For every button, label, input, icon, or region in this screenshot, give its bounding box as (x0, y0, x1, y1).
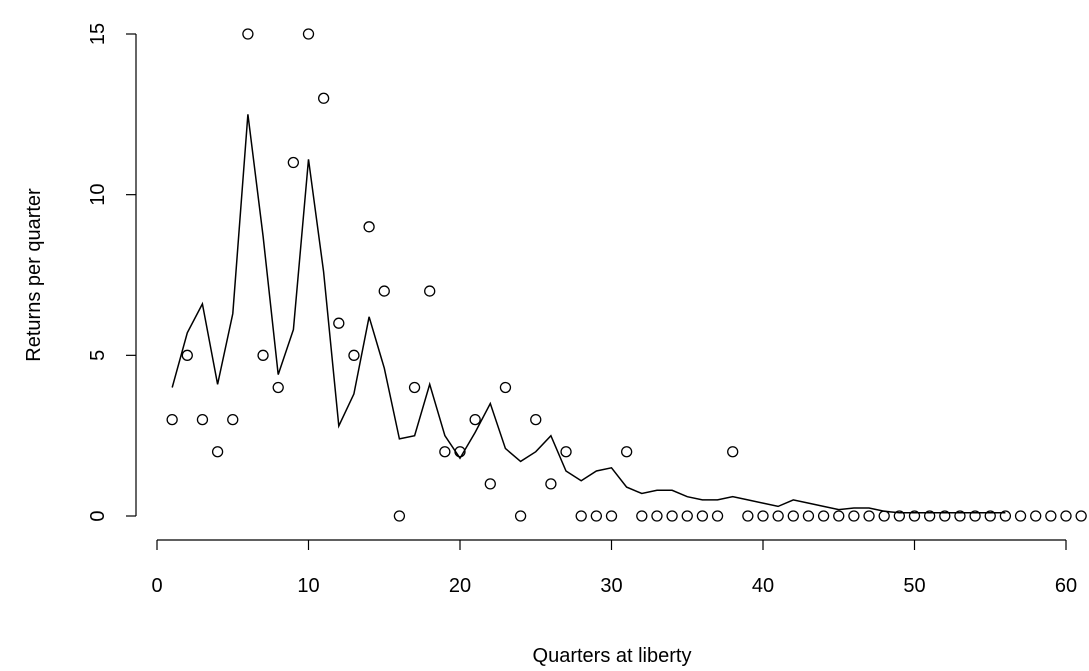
data-point (227, 413, 239, 426)
data-point (666, 510, 678, 522)
data-point (454, 446, 466, 458)
data-point (393, 510, 406, 522)
x-tick-label: 20 (449, 575, 471, 597)
data-point (363, 221, 375, 233)
y-tick-label: 5 (87, 350, 109, 361)
axis-ticks: 0 10 20 30 40 50 60 0 5 10 15 (87, 23, 1077, 597)
data-point (1030, 510, 1042, 522)
data-point (908, 510, 921, 522)
data-point (242, 28, 254, 40)
data-point (166, 413, 178, 426)
data-point (196, 413, 209, 426)
data-point (1045, 510, 1057, 522)
data-point (317, 92, 330, 104)
data-point (757, 510, 769, 522)
data-point (499, 381, 512, 394)
data-point (484, 478, 496, 490)
data-point (787, 510, 799, 522)
y-tick-label: 15 (87, 23, 109, 45)
data-point (772, 510, 784, 522)
data-point (514, 510, 527, 522)
x-tick-label: 40 (752, 575, 774, 597)
data-point (863, 510, 875, 522)
data-point (424, 285, 436, 297)
y-tick-label: 0 (87, 510, 109, 521)
x-tick-label: 60 (1055, 575, 1077, 597)
data-point (590, 510, 602, 522)
x-axis-title: Quarters at liberty (533, 645, 692, 667)
data-point (651, 510, 663, 522)
y-axis-title: Returns per quarter (23, 188, 45, 362)
data-point (681, 510, 693, 522)
data-point (636, 510, 648, 522)
data-point (560, 446, 572, 458)
data-point (802, 510, 815, 522)
data-point (333, 317, 345, 329)
data-point (272, 381, 284, 394)
data-point (954, 510, 966, 522)
data-point (302, 28, 315, 40)
data-point (439, 446, 451, 458)
data-point (605, 510, 618, 522)
smoothed-line (171, 114, 1006, 514)
data-point (1060, 510, 1072, 522)
data-point (848, 510, 860, 522)
data-point (348, 349, 360, 361)
data-point (469, 413, 481, 426)
data-point (575, 510, 587, 522)
data-point (211, 446, 224, 458)
observed-points-series (166, 28, 1087, 522)
data-point (408, 381, 421, 394)
data-point (1075, 510, 1087, 522)
data-point (1014, 510, 1027, 522)
data-point (924, 510, 936, 522)
data-point (984, 510, 996, 522)
data-point (893, 510, 905, 522)
data-point (727, 446, 739, 458)
x-tick-label: 30 (600, 575, 622, 597)
data-point (969, 510, 981, 522)
data-point (711, 510, 724, 522)
data-point (939, 510, 951, 522)
data-point (999, 510, 1012, 522)
data-point (878, 510, 890, 522)
data-point (257, 349, 269, 361)
data-point (378, 285, 390, 297)
smoothed-line-series (171, 114, 1006, 514)
data-point (621, 446, 633, 458)
data-point (545, 478, 557, 490)
y-tick-label: 10 (87, 184, 109, 206)
x-tick-label: 50 (903, 575, 925, 597)
x-tick-label: 0 (151, 575, 162, 597)
axes (135, 34, 1066, 541)
data-point (742, 510, 754, 522)
data-point (817, 510, 830, 522)
data-point (287, 156, 300, 169)
data-point (696, 510, 709, 522)
x-tick-label: 10 (297, 575, 319, 597)
data-point (530, 413, 542, 426)
data-point (833, 510, 845, 522)
data-point (181, 349, 193, 361)
